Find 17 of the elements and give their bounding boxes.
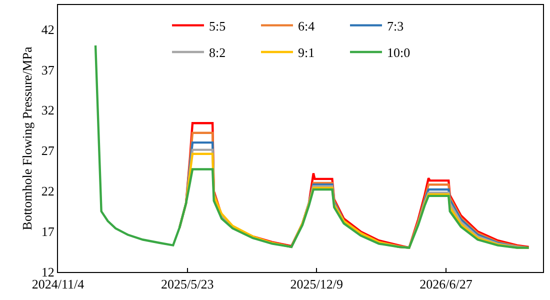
y-tick-label: 42 [41, 22, 54, 37]
y-tick-label: 17 [41, 224, 55, 240]
legend-label: 7:3 [387, 18, 404, 34]
y-tick-label: 22 [41, 184, 54, 199]
y-tick-label: 32 [41, 102, 54, 118]
legend-label: 10:0 [387, 45, 410, 60]
x-tick-label: 2026/6/27 [420, 276, 473, 292]
x-tick-label: 2025/12/9 [290, 276, 344, 292]
x-tick-label: 2025/5/23 [160, 276, 214, 292]
y-tick-label: 37 [41, 62, 55, 78]
legend-label: 8:2 [209, 45, 226, 60]
y-tick-label: 27 [41, 143, 55, 158]
legend-label: 5:5 [209, 18, 226, 34]
legend-label: 9:1 [298, 45, 315, 60]
y-axis-title: Bottomhole Flowing Pressure/MPa [19, 46, 34, 230]
legend-label: 6:4 [298, 18, 316, 34]
line-series [94, 44, 530, 249]
